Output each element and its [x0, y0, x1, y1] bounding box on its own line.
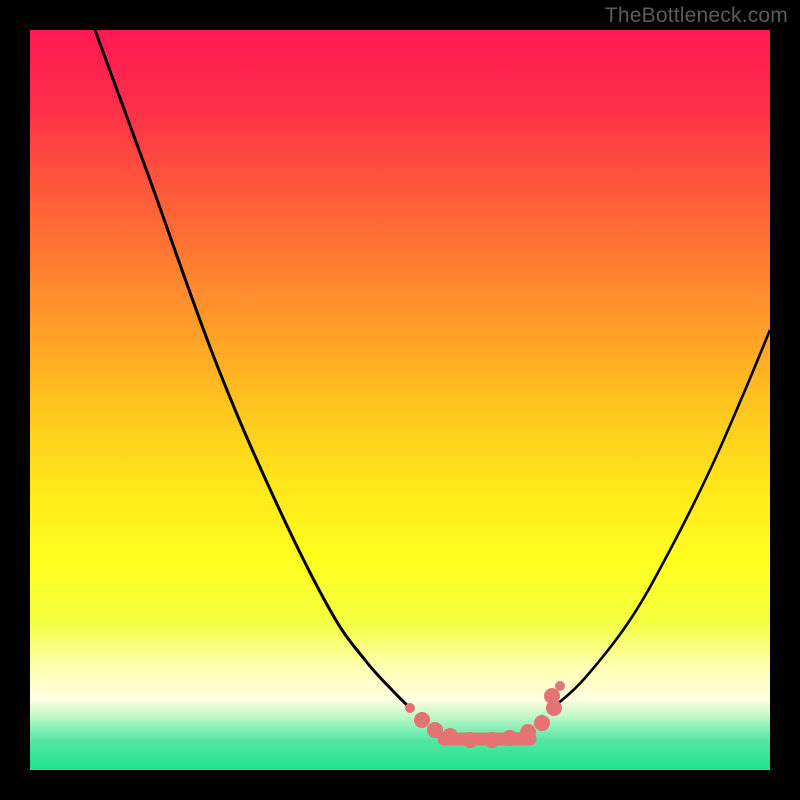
- frame-right: [770, 0, 800, 800]
- marker-dot: [427, 722, 443, 738]
- marker-dot: [544, 688, 560, 704]
- marker-dot: [442, 728, 458, 744]
- marker-dot: [414, 712, 430, 728]
- frame-bottom: [0, 770, 800, 800]
- watermark-text: TheBottleneck.com: [605, 4, 788, 28]
- marker-dot: [520, 724, 536, 740]
- marker-dot: [502, 730, 518, 746]
- marker-dot: [555, 681, 565, 691]
- gradient-background: [30, 30, 770, 770]
- marker-dot: [484, 732, 500, 748]
- bottleneck-chart: [30, 30, 770, 770]
- plot-area: [30, 30, 770, 770]
- marker-dot: [534, 715, 550, 731]
- marker-dot: [462, 732, 478, 748]
- marker-dot: [405, 703, 415, 713]
- frame-left: [0, 0, 30, 800]
